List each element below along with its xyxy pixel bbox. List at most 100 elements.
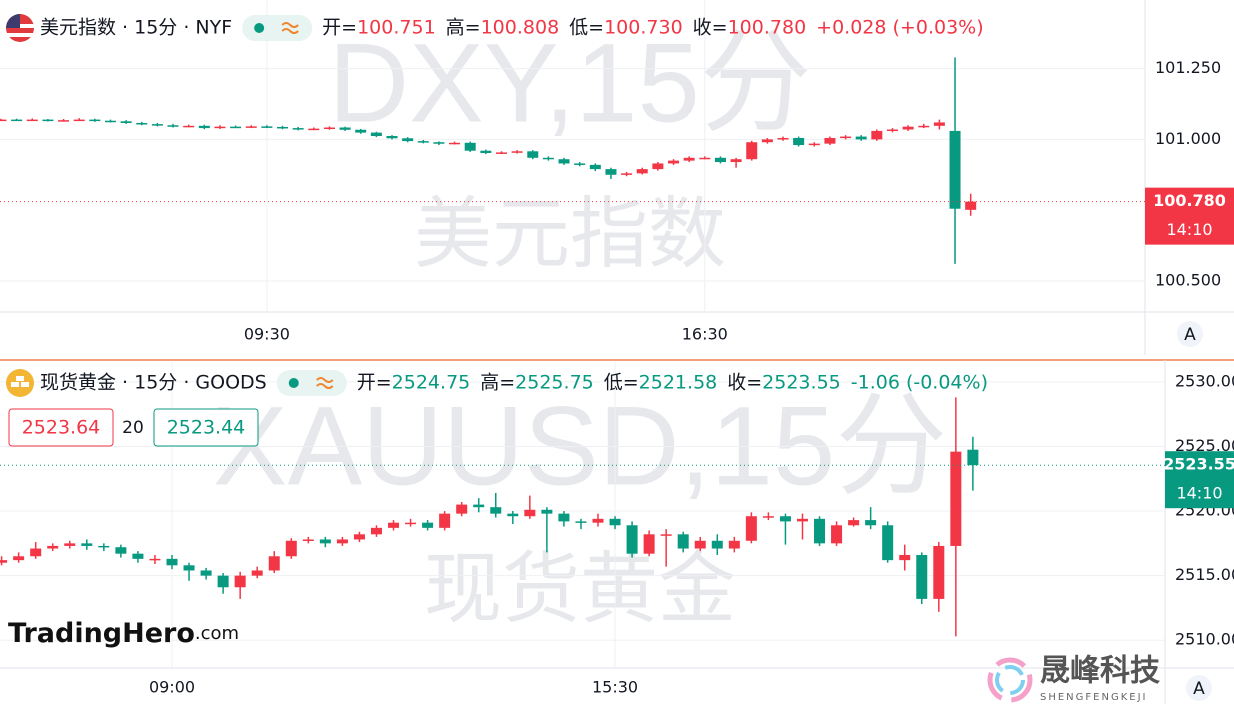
logo-text: TradingHero — [8, 618, 195, 649]
candle-body — [558, 513, 570, 522]
symbol-icon-bar — [11, 382, 19, 387]
symbol-icon-bar — [21, 382, 29, 387]
candle-body — [449, 142, 461, 145]
candle-body — [495, 152, 507, 154]
bid-price: 2523.64 — [22, 417, 101, 439]
candle-body — [730, 159, 742, 163]
ohlc-label: 开= — [322, 17, 357, 39]
auto-button[interactable] — [1186, 675, 1212, 701]
logo-suffix: .com — [195, 623, 239, 644]
candle-body — [511, 151, 523, 153]
candle-body — [950, 451, 962, 546]
candle-body — [967, 449, 979, 466]
candle-body — [285, 540, 297, 557]
ask-price: 2523.44 — [167, 417, 246, 439]
candle-body — [42, 119, 54, 122]
candle-body — [761, 139, 773, 143]
candle-body — [609, 518, 621, 526]
symbol-icon — [6, 369, 34, 397]
ohlc-value: 100.751 — [357, 17, 436, 39]
candle-body — [711, 540, 723, 549]
auto-button[interactable] — [1177, 321, 1203, 347]
candle-body — [793, 137, 805, 146]
candle-body — [104, 120, 116, 123]
candle-body — [855, 136, 867, 140]
candle-body — [405, 522, 417, 525]
candle-body — [524, 509, 536, 517]
indicator-pill[interactable] — [242, 15, 313, 41]
logo: TradingHero.com — [8, 618, 239, 649]
candle-body — [323, 127, 335, 130]
candle-body — [871, 130, 883, 140]
price-tag — [1165, 451, 1234, 509]
ohlc-value: 100.808 — [481, 17, 560, 39]
candle-body — [848, 520, 860, 526]
change: -1.06 (-0.04%) — [851, 372, 988, 394]
x-tick-label: 09:30 — [244, 325, 290, 344]
candle-body — [660, 534, 672, 536]
candle-body — [808, 143, 820, 146]
candle-body — [490, 507, 502, 514]
candle-body — [621, 173, 633, 175]
y-tick-label: 2525.00 — [1175, 436, 1234, 455]
candle-body — [541, 509, 553, 514]
candle-body — [933, 545, 945, 599]
candle-body — [292, 128, 304, 130]
candle-body — [683, 157, 695, 161]
watermark-subtitle: 美元指数 — [414, 190, 726, 278]
candle-body — [589, 164, 601, 170]
candle-body — [558, 159, 570, 164]
candle-body — [464, 142, 476, 151]
candle-body — [677, 534, 689, 549]
ohlc-label: 收= — [693, 17, 728, 39]
candle-body — [643, 534, 655, 554]
bid-box[interactable] — [8, 408, 114, 447]
candle-body — [370, 132, 382, 137]
candle-body — [98, 545, 110, 548]
candle-body — [439, 513, 451, 528]
symbol-icon-canton — [6, 14, 20, 28]
candle-body — [353, 534, 365, 540]
y-tick-label: 101.250 — [1155, 58, 1221, 77]
candle-body — [11, 119, 23, 122]
countdown: 14:10 — [1176, 484, 1222, 503]
candle-body — [899, 554, 911, 561]
ohlc-label: 低= — [569, 17, 604, 39]
watermark: DXY,15分 — [328, 21, 812, 146]
ohlc-label: 高= — [480, 372, 515, 394]
candle-body — [714, 157, 726, 163]
brand-subtitle: SHENGFENGKEJI — [1040, 692, 1148, 703]
candle-body — [542, 157, 554, 160]
change: +0.028 (+0.03%) — [816, 17, 983, 39]
candle-body — [200, 570, 212, 576]
candle-body — [370, 527, 382, 535]
candle-body — [167, 125, 179, 127]
candle-body — [796, 518, 808, 522]
brand-ring — [995, 665, 1025, 695]
candle-body — [652, 163, 664, 170]
candle-body — [918, 125, 930, 128]
candle-body — [355, 129, 367, 133]
symbol-title: 美元指数 · 15分 · NYF — [40, 17, 232, 39]
indicator-dot — [254, 23, 265, 33]
auto-button-label: A — [1193, 679, 1205, 699]
candle-body — [480, 150, 492, 153]
x-tick-label: 09:00 — [149, 678, 195, 697]
candle-body — [574, 163, 586, 165]
ask-box[interactable] — [153, 408, 259, 447]
indicator-wave — [281, 22, 299, 34]
auto-button-label: A — [1184, 325, 1196, 345]
candle-body — [527, 151, 539, 158]
candle-body — [824, 137, 836, 144]
indicator-pill[interactable] — [276, 370, 347, 396]
ohlc-value: 100.730 — [604, 17, 683, 39]
candle-body — [575, 521, 587, 523]
candle-body — [245, 126, 257, 128]
brand: 晟峰科技 — [1040, 654, 1160, 689]
candle-body — [0, 560, 8, 563]
candle-body — [636, 169, 648, 174]
candle-body — [831, 525, 843, 544]
candle-body — [81, 543, 93, 546]
